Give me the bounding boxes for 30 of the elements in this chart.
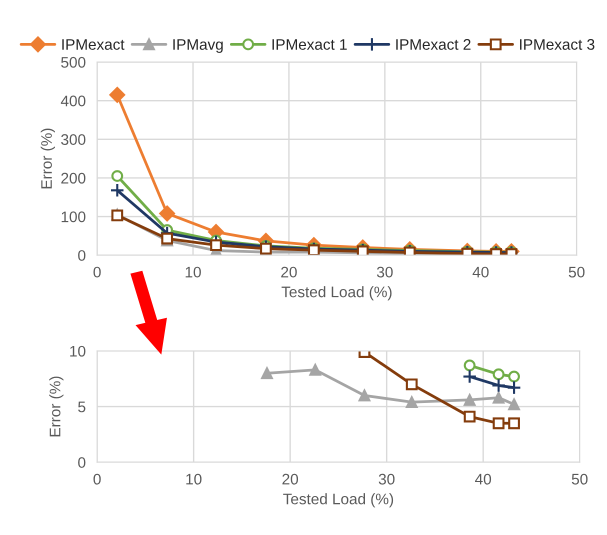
x-tick-label: 50 xyxy=(568,266,585,278)
legend-label: IPMavg xyxy=(173,39,223,53)
x-tick-label: 10 xyxy=(186,266,201,278)
x-axis-title: Tested Load (%) xyxy=(283,493,394,508)
y-tick-label: 100 xyxy=(62,211,86,222)
legend-label: IPMexact 3 xyxy=(520,39,594,50)
legend-label: IPMexact 2 xyxy=(396,39,471,50)
y-tick-label: 10 xyxy=(70,346,86,357)
y-tick-label: 400 xyxy=(60,96,86,106)
y-tick-label: 5 xyxy=(78,402,86,412)
y-axis-title: Error (%) xyxy=(40,128,55,188)
y-tick-label: 300 xyxy=(61,134,86,145)
y-tick-label: 500 xyxy=(61,56,86,68)
x-tick-label: 30 xyxy=(378,474,395,485)
y-tick-label: 0 xyxy=(78,457,86,468)
y-axis-title: Error (%) xyxy=(49,376,64,436)
x-tick-label: 20 xyxy=(282,474,298,485)
y-tick-label: 0 xyxy=(78,250,86,261)
legend-label: IPMexact xyxy=(62,39,124,50)
x-tick-label: 30 xyxy=(376,266,393,278)
legend-label: IPMexact 1 xyxy=(272,39,347,50)
x-tick-label: 50 xyxy=(572,474,588,485)
x-tick-label: 40 xyxy=(475,474,492,485)
x-tick-label: 0 xyxy=(93,474,101,485)
y-tick-label: 200 xyxy=(61,172,86,184)
x-axis-title: Tested Load (%) xyxy=(282,286,392,300)
x-tick-label: 10 xyxy=(186,474,202,485)
x-tick-label: 0 xyxy=(93,266,101,278)
x-tick-label: 40 xyxy=(472,266,489,278)
x-tick-label: 20 xyxy=(281,266,297,278)
